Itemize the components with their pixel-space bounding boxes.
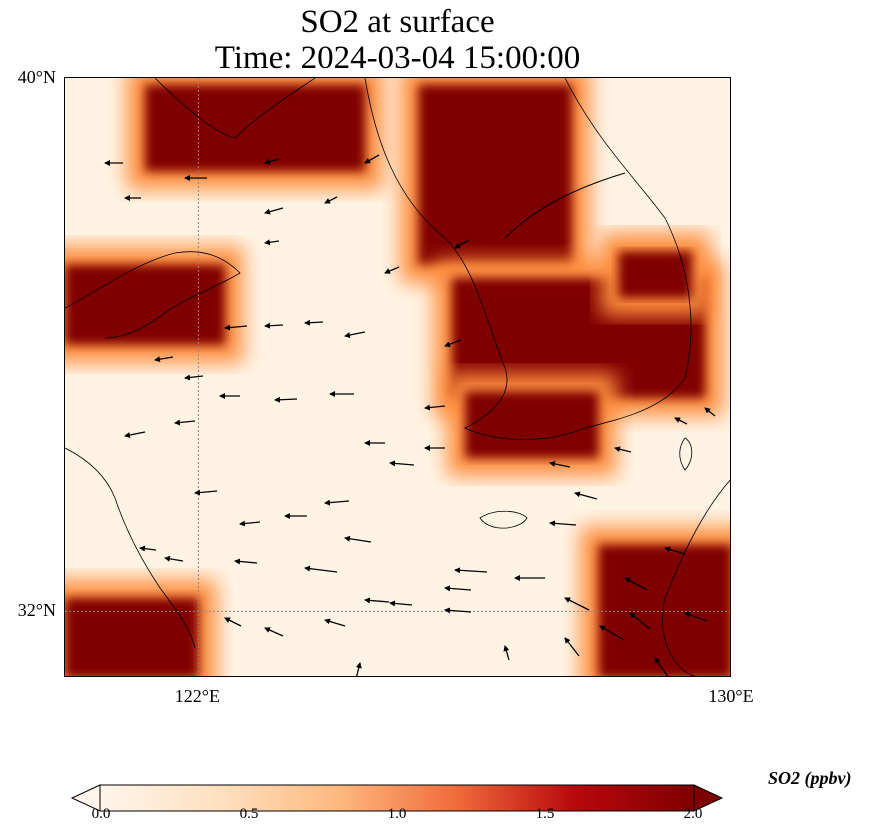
kyushu-coast: [662, 479, 730, 676]
so2-high-east-coast: [618, 251, 692, 298]
so2-high-korea-south: [465, 391, 599, 458]
colorbar-tick: 1.0: [387, 806, 407, 822]
colorbar-gradient: [99, 784, 695, 812]
china-coast: [65, 447, 196, 649]
map-time: Time: 2024-03-04 15:00:00: [214, 40, 581, 76]
so2-high-china-southwest: [65, 598, 199, 676]
colorbar-tick: 0.5: [239, 806, 259, 822]
wind-arrow: [684, 611, 708, 622]
wind-arrow: [364, 597, 390, 604]
wind-arrow: [454, 567, 488, 574]
wind-arrow: [264, 158, 280, 165]
wind-arrow: [674, 417, 688, 425]
wind-arrow: [194, 489, 218, 496]
wind-arrow: [444, 585, 472, 592]
wind-arrow: [664, 546, 686, 555]
tsushima-island: [679, 437, 693, 471]
wind-arrow: [424, 404, 446, 411]
so2-high-korea-north: [418, 84, 572, 265]
wind-arrow: [224, 324, 248, 331]
wind-arrow: [355, 662, 362, 676]
coastline-layer: [65, 78, 730, 676]
lon-tick-122: 122°E: [174, 686, 220, 706]
wind-arrow: [304, 319, 324, 326]
wind-arrow: [304, 565, 338, 573]
so2-high-north-coast: [145, 84, 366, 172]
wind-arrow: [224, 617, 242, 627]
wind-arrow: [389, 600, 413, 607]
wind-arrow: [164, 555, 184, 562]
wind-arrow: [264, 627, 284, 637]
wind-arrow: [654, 657, 669, 676]
wind-arrow: [599, 625, 625, 641]
wind-arrow: [324, 196, 338, 204]
lon-tick-130: 130°E: [708, 686, 754, 706]
wind-arrow: [624, 577, 648, 591]
wind-arrow: [174, 419, 196, 426]
wind-arrow: [184, 374, 204, 381]
border-line: [504, 172, 626, 239]
wind-arrow: [139, 545, 157, 552]
wind-arrow: [154, 356, 174, 363]
wind-arrow: [614, 446, 632, 453]
wind-arrow: [344, 535, 372, 543]
so2-field-map: [65, 78, 730, 676]
map-panel: [64, 77, 731, 677]
wind-arrows: [104, 154, 716, 676]
wind-arrow: [629, 612, 651, 630]
wind-arrow: [444, 607, 472, 614]
wind-arrow: [324, 499, 350, 506]
wind-arrow: [444, 339, 462, 348]
wind-arrow: [564, 637, 580, 657]
wind-arrow: [234, 558, 258, 565]
lat-tick-32: 32°N: [17, 600, 56, 621]
wind-arrow: [503, 645, 510, 661]
wind-arrow: [264, 322, 284, 329]
liaodong-coast: [154, 78, 316, 139]
colorbar-tick: 2.0: [683, 806, 703, 822]
wind-arrow: [564, 597, 590, 611]
wind-arrow: [549, 520, 577, 527]
wind-arrow: [264, 207, 284, 215]
wind-arrow: [324, 618, 346, 627]
colorbar-tick: 0.0: [91, 806, 111, 822]
wind-arrow: [239, 520, 261, 527]
wind-arrow: [454, 239, 470, 249]
shandong-coast: [65, 251, 241, 339]
so2-high-west-coast: [65, 264, 226, 345]
wind-arrow: [389, 460, 415, 467]
wind-arrow: [384, 266, 400, 274]
wind-arrow: [704, 407, 716, 417]
wind-arrow: [574, 491, 598, 500]
colorbar-label: SO2 (ppbv): [768, 768, 852, 788]
wind-arrow: [264, 239, 280, 246]
jeju-island: [479, 510, 528, 529]
wind-arrow: [364, 154, 380, 164]
colorbar-extend-high: [693, 784, 724, 812]
wind-arrow: [274, 396, 298, 403]
wind-arrow: [124, 431, 146, 438]
map-title: SO2 at surface: [300, 4, 495, 40]
korea-coast: [364, 78, 692, 440]
wind-arrow: [344, 331, 366, 338]
lat-tick-40: 40°N: [17, 67, 56, 87]
so2-high-japan-southeast: [598, 544, 730, 676]
colorbar: [70, 784, 724, 812]
wind-arrow: [549, 461, 571, 468]
colorbar-tick: 1.5: [535, 806, 555, 822]
